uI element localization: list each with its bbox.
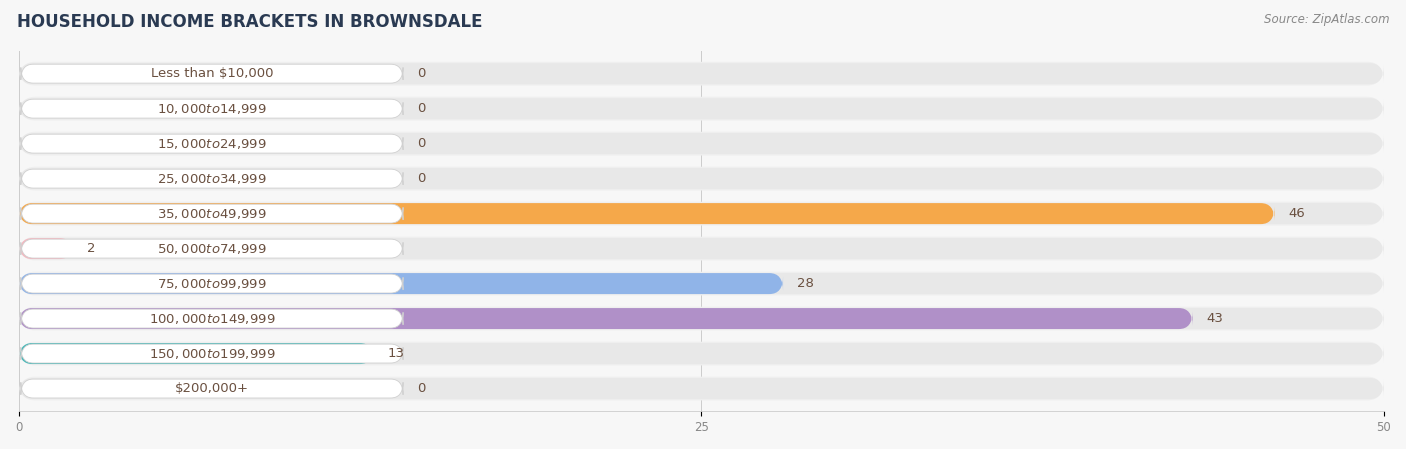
FancyBboxPatch shape — [18, 378, 1384, 399]
FancyBboxPatch shape — [18, 98, 1384, 119]
Text: 46: 46 — [1288, 207, 1305, 220]
FancyBboxPatch shape — [18, 273, 1384, 294]
Text: 43: 43 — [1206, 312, 1223, 325]
FancyBboxPatch shape — [21, 274, 404, 293]
Text: 28: 28 — [797, 277, 814, 290]
FancyBboxPatch shape — [21, 204, 404, 223]
FancyBboxPatch shape — [18, 273, 783, 294]
Text: 2: 2 — [87, 242, 96, 255]
Text: 13: 13 — [387, 347, 404, 360]
FancyBboxPatch shape — [21, 344, 404, 363]
FancyBboxPatch shape — [18, 202, 1384, 225]
Text: HOUSEHOLD INCOME BRACKETS IN BROWNSDALE: HOUSEHOLD INCOME BRACKETS IN BROWNSDALE — [17, 13, 482, 31]
FancyBboxPatch shape — [18, 238, 73, 259]
FancyBboxPatch shape — [18, 307, 1384, 330]
FancyBboxPatch shape — [18, 167, 1384, 190]
FancyBboxPatch shape — [18, 308, 1192, 329]
Text: $200,000+: $200,000+ — [174, 382, 249, 395]
FancyBboxPatch shape — [21, 379, 404, 398]
Text: $75,000 to $99,999: $75,000 to $99,999 — [157, 277, 267, 291]
Text: $35,000 to $49,999: $35,000 to $49,999 — [157, 207, 267, 220]
Text: $15,000 to $24,999: $15,000 to $24,999 — [157, 136, 267, 150]
FancyBboxPatch shape — [21, 134, 404, 153]
Text: Source: ZipAtlas.com: Source: ZipAtlas.com — [1264, 13, 1389, 26]
Text: 0: 0 — [416, 172, 425, 185]
Text: $100,000 to $149,999: $100,000 to $149,999 — [149, 312, 276, 326]
Text: $50,000 to $74,999: $50,000 to $74,999 — [157, 242, 267, 255]
FancyBboxPatch shape — [18, 133, 1384, 154]
FancyBboxPatch shape — [18, 62, 1384, 86]
Text: 0: 0 — [416, 67, 425, 80]
FancyBboxPatch shape — [21, 64, 404, 83]
Text: $10,000 to $14,999: $10,000 to $14,999 — [157, 101, 267, 116]
Text: 0: 0 — [416, 137, 425, 150]
FancyBboxPatch shape — [18, 168, 1384, 189]
Text: Less than $10,000: Less than $10,000 — [150, 67, 273, 80]
FancyBboxPatch shape — [18, 272, 1384, 295]
Text: 0: 0 — [416, 382, 425, 395]
Text: $25,000 to $34,999: $25,000 to $34,999 — [157, 172, 267, 185]
FancyBboxPatch shape — [18, 342, 1384, 365]
FancyBboxPatch shape — [18, 343, 1384, 364]
FancyBboxPatch shape — [21, 99, 404, 118]
FancyBboxPatch shape — [18, 97, 1384, 120]
FancyBboxPatch shape — [18, 237, 1384, 260]
FancyBboxPatch shape — [18, 308, 1384, 329]
FancyBboxPatch shape — [21, 309, 404, 328]
FancyBboxPatch shape — [21, 169, 404, 188]
FancyBboxPatch shape — [18, 203, 1384, 224]
FancyBboxPatch shape — [18, 343, 374, 364]
Text: $150,000 to $199,999: $150,000 to $199,999 — [149, 347, 276, 361]
FancyBboxPatch shape — [18, 238, 1384, 259]
FancyBboxPatch shape — [18, 63, 1384, 84]
FancyBboxPatch shape — [18, 132, 1384, 155]
Text: 0: 0 — [416, 102, 425, 115]
FancyBboxPatch shape — [18, 377, 1384, 401]
FancyBboxPatch shape — [18, 203, 1274, 224]
FancyBboxPatch shape — [21, 239, 404, 258]
